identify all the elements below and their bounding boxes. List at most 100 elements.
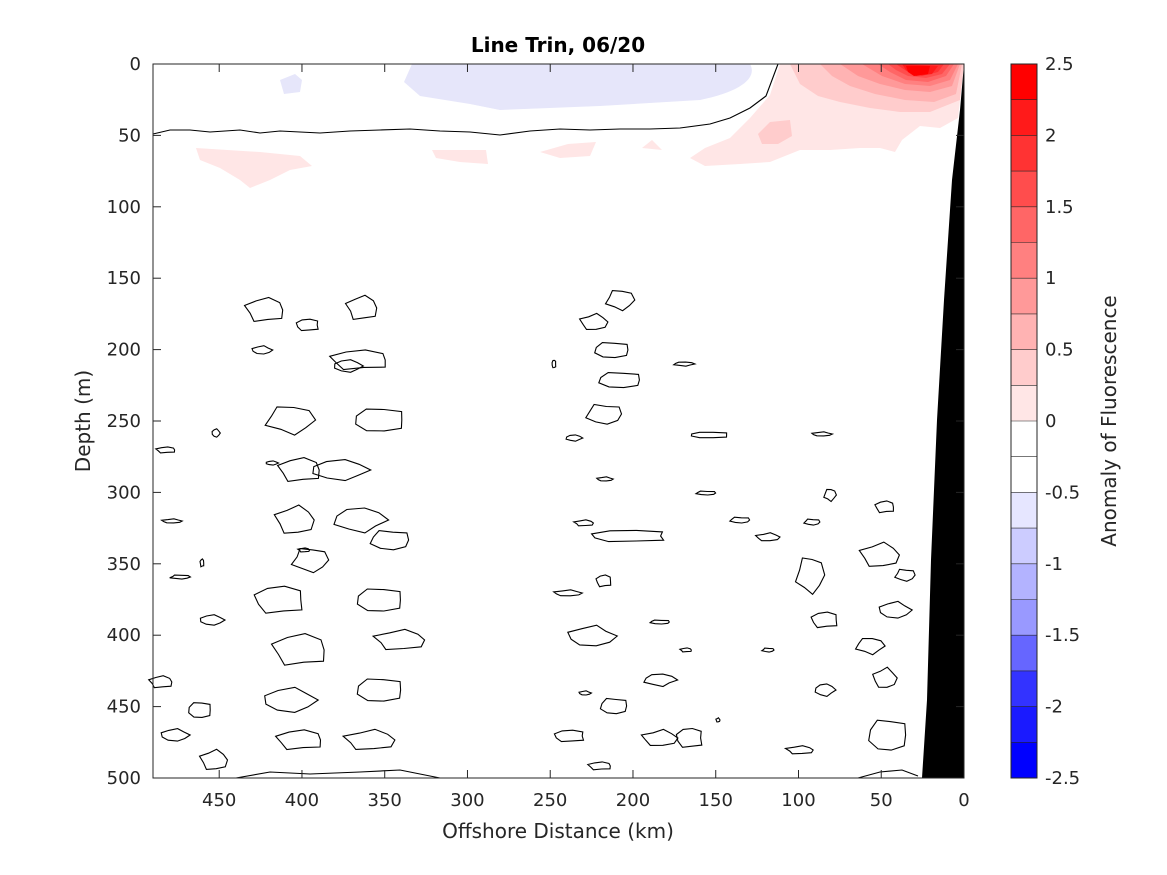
colorbar-band xyxy=(1011,242,1037,279)
zero-contour-ring xyxy=(274,729,322,751)
zero-contour-ring xyxy=(371,628,426,651)
x-tick-label: 200 xyxy=(616,790,650,811)
y-tick-label: 350 xyxy=(107,554,141,575)
positive-anomaly-left-patch xyxy=(196,148,312,188)
zero-contour-ring xyxy=(802,518,821,526)
positive-anomaly-peak xyxy=(906,66,930,76)
zero-contour-ring xyxy=(341,728,396,750)
zero-contour-ring xyxy=(356,678,402,702)
zero-contour-ring xyxy=(586,761,611,771)
zero-contour-ring xyxy=(783,745,814,755)
y-tick-label: 450 xyxy=(107,697,141,718)
zero-contour-ring xyxy=(296,547,311,553)
zero-contour-ring xyxy=(854,638,886,656)
zero-contour-ring xyxy=(264,686,320,713)
zero-contour-ring xyxy=(810,431,835,437)
zero-contour-ring xyxy=(270,633,325,666)
zero-contour-ring xyxy=(553,729,585,743)
zero-contour-ring xyxy=(694,490,717,496)
zero-contour-ring xyxy=(154,446,176,454)
colorbar-tick-label: 2 xyxy=(1045,125,1056,146)
colorbar-band xyxy=(1011,421,1037,458)
x-tick-label: 350 xyxy=(368,790,402,811)
zero-contour-ring xyxy=(640,728,679,746)
zero-contour-ring xyxy=(604,290,636,312)
y-ticks: 0 50 100 150 200 250 300 350 400 450 500 xyxy=(107,54,964,789)
colorbar-tick-label: -2.5 xyxy=(1045,768,1080,789)
colorbar-tick-label: -1 xyxy=(1045,554,1063,575)
zero-contour-ring xyxy=(599,697,628,715)
zero-contour-ring xyxy=(878,600,914,619)
y-tick-label: 400 xyxy=(107,625,141,646)
colorbar-band xyxy=(1011,599,1037,636)
zero-contour-ring xyxy=(290,548,330,574)
colorbar-band xyxy=(1011,278,1037,315)
zero-contour-ring xyxy=(595,574,612,588)
x-tick-label: 250 xyxy=(533,790,567,811)
zero-contour-ring xyxy=(678,647,692,653)
colorbar-band xyxy=(1011,135,1037,172)
zero-contour-ring xyxy=(590,529,665,543)
zero-contour-ring xyxy=(160,728,192,742)
negative-anomaly-small-patch xyxy=(280,74,302,94)
zero-contour-ring xyxy=(334,359,365,373)
zero-contour-ring xyxy=(690,431,728,439)
zero-contour-ring xyxy=(251,345,274,355)
zero-contour-ring xyxy=(160,518,184,524)
zero-contour-ring xyxy=(823,488,838,503)
colorbar-band xyxy=(1011,635,1037,672)
zero-contour-ring xyxy=(295,318,319,332)
zero-contour-ring xyxy=(312,459,373,482)
x-tick-label: 300 xyxy=(450,790,484,811)
y-tick-label: 150 xyxy=(107,268,141,289)
colorbar-band xyxy=(1011,99,1037,136)
zero-contour-ring xyxy=(199,614,227,626)
zero-contour-ring xyxy=(273,504,315,534)
zero-contour-ring xyxy=(584,403,623,425)
zero-contour-ring xyxy=(874,500,894,514)
zero-contour-ring xyxy=(754,532,781,542)
zero-contour-ring xyxy=(578,690,593,696)
colorbar-band xyxy=(1011,349,1037,386)
y-tick-label: 200 xyxy=(107,340,141,361)
zero-contour-ring xyxy=(814,683,837,698)
zero-contour-ring xyxy=(265,460,280,466)
zero-contour-ring xyxy=(199,558,205,568)
positive-anomaly-mid-patch-2 xyxy=(540,142,596,158)
zero-contour-ring xyxy=(344,294,378,321)
zero-contour-main xyxy=(152,63,779,136)
x-tick-label: 400 xyxy=(285,790,319,811)
colorbar-band xyxy=(1011,64,1037,101)
zero-contour-ring xyxy=(810,611,838,629)
zero-contour-ring xyxy=(169,574,192,580)
zero-contour-ring xyxy=(264,406,317,436)
colorbar-band xyxy=(1011,206,1037,243)
zero-contour-ring xyxy=(794,557,826,596)
zero-contour-ring xyxy=(675,727,703,748)
colorbar-tick-label: -0.5 xyxy=(1045,482,1080,503)
colorbar-band xyxy=(1011,492,1037,529)
y-tick-label: 250 xyxy=(107,411,141,432)
zero-contour-ring xyxy=(648,619,671,625)
zero-contour-ring xyxy=(893,568,916,582)
x-tick-label: 150 xyxy=(699,790,733,811)
zero-contour-ring xyxy=(552,589,584,597)
negative-anomaly-patch xyxy=(404,64,752,110)
positive-anomaly-mid-patch-3 xyxy=(642,140,662,150)
colorbar-tick-label: 1.5 xyxy=(1045,197,1074,218)
colorbar-band xyxy=(1011,456,1037,493)
colorbar-band xyxy=(1011,528,1037,565)
zero-contour-ring xyxy=(188,702,211,718)
zero-contours xyxy=(152,63,779,136)
zero-contour-ring xyxy=(333,507,390,534)
x-axis-label: Offshore Distance (km) xyxy=(442,819,674,843)
positive-anomaly-mid-patch-1 xyxy=(432,150,488,164)
y-tick-label: 300 xyxy=(107,482,141,503)
colorbar: 2.5 2 1.5 1 0.5 0 -0.5 -1 -1.5 -2 -2.5 xyxy=(1010,54,1080,789)
small-contours xyxy=(147,290,919,779)
seafloor-bathymetry xyxy=(922,64,964,778)
zero-contour-ring xyxy=(211,428,221,438)
anomaly-fills xyxy=(196,64,964,188)
x-tick-label: 50 xyxy=(870,790,893,811)
